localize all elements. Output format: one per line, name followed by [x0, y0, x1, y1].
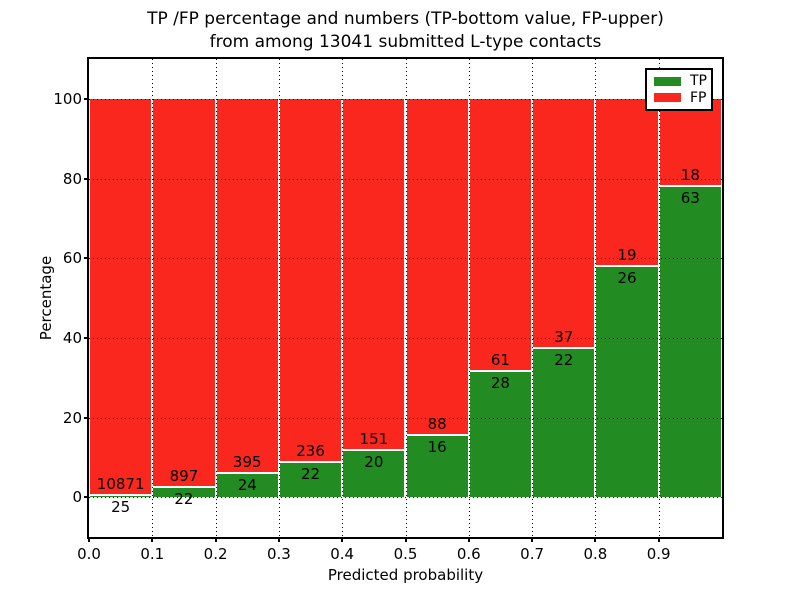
- x-tick-mark: [657, 537, 660, 542]
- tp-count-label: 63: [680, 189, 700, 208]
- bar-segment-tp: [90, 496, 152, 498]
- x-tick-label: 0.5: [393, 545, 418, 563]
- x-tick-mark: [404, 537, 407, 542]
- y-tick-label: 0: [72, 488, 82, 507]
- bar-segment-tp: [406, 435, 468, 498]
- x-tick-label: 0.9: [646, 545, 671, 563]
- y-tick-mark: [84, 336, 89, 339]
- bar-segment-tp: [279, 463, 342, 498]
- y-tick-label: 60: [62, 249, 82, 268]
- legend: TP FP: [645, 68, 713, 111]
- tp-count-label: 28: [490, 373, 510, 392]
- gridline-vertical: [532, 59, 534, 537]
- x-tick-label: 0.6: [456, 545, 481, 563]
- y-tick-label: 100: [53, 89, 82, 108]
- bar-segment-fp: [406, 98, 468, 436]
- x-tick-mark: [467, 537, 470, 542]
- tp-color-swatch: [654, 76, 681, 86]
- gridline-vertical: [342, 59, 344, 537]
- x-tick-mark: [151, 537, 154, 542]
- x-tick-label: 0.0: [77, 545, 101, 563]
- gridline-vertical: [152, 59, 154, 537]
- bar-segment-fp: [153, 98, 215, 488]
- y-tick-label: 20: [62, 408, 82, 427]
- bar-segment-fp: [469, 98, 532, 372]
- bar-segment-tp: [216, 474, 278, 498]
- gridline-vertical: [405, 59, 407, 537]
- fp-count-label: 37: [554, 327, 574, 346]
- bar-segment-tp: [343, 450, 405, 498]
- gridline-vertical: [468, 59, 470, 537]
- bar-segment-fp: [596, 98, 658, 267]
- tp-count-label: 24: [237, 476, 257, 495]
- bar-segment-tp: [596, 267, 658, 498]
- legend-label-tp: TP: [690, 73, 707, 90]
- fp-count-label: 19: [617, 246, 637, 264]
- fp-count-label: 18: [680, 166, 700, 185]
- gridline-vertical: [278, 59, 280, 537]
- tp-count-label: 22: [174, 489, 194, 508]
- tp-count-label: 22: [301, 465, 321, 484]
- bar-segment-tp: [533, 348, 595, 498]
- fp-count-label: 61: [490, 350, 510, 369]
- chart-title-line1: TP /FP percentage and numbers (TP-bottom…: [147, 9, 664, 29]
- fp-count-label: 88: [427, 414, 447, 433]
- y-axis-label: Percentage: [37, 255, 55, 341]
- x-tick-label: 0.7: [520, 545, 545, 563]
- fp-count-label: 151: [359, 429, 389, 448]
- x-tick-label: 0.8: [583, 545, 608, 563]
- y-tick-mark: [84, 97, 89, 100]
- y-tick-mark: [84, 496, 89, 499]
- legend-label-fp: FP: [690, 89, 707, 106]
- fp-count-label: 10871: [96, 475, 145, 494]
- x-tick-label: 0.4: [330, 545, 355, 563]
- chart-title-line2: from among 13041 submitted L-type contac…: [209, 32, 602, 52]
- tp-count-label: 16: [427, 437, 447, 456]
- x-tick-mark: [594, 537, 597, 542]
- fp-count-label: 395: [232, 453, 262, 472]
- bar-segment-tp: [153, 487, 215, 498]
- plot-area: 10871 25 897 22 395 24 236 22 151 20 88 16 61 28 37 22 1…: [87, 57, 724, 539]
- y-tick-mark: [84, 257, 89, 260]
- x-tick-label: 0.3: [266, 545, 291, 563]
- tp-count-label: 25: [111, 498, 131, 517]
- gridline-vertical: [595, 59, 597, 537]
- gridline-vertical: [658, 59, 660, 537]
- x-tick-mark: [214, 537, 217, 542]
- fp-count-label: 236: [296, 442, 325, 461]
- x-axis-label: Predicted probability: [327, 566, 484, 584]
- tp-count-label: 22: [554, 350, 574, 369]
- y-tick-label: 80: [62, 169, 82, 188]
- bar-segment-tp: [469, 371, 532, 498]
- y-tick-mark: [84, 177, 89, 180]
- bar-segment-fp: [90, 98, 152, 497]
- bar-segment-fp: [343, 98, 405, 451]
- y-tick-label: 40: [62, 328, 82, 347]
- x-tick-mark: [341, 537, 344, 542]
- tp-count-label: 26: [617, 269, 637, 287]
- bar-segment-fp: [533, 98, 595, 349]
- bar-segment-fp: [659, 98, 721, 188]
- x-tick-label: 0.2: [203, 545, 228, 563]
- bar-segment-fp: [216, 98, 278, 475]
- y-tick-mark: [84, 416, 89, 419]
- bar-segment-tp: [659, 187, 721, 498]
- legend-item-fp: FP: [654, 89, 707, 106]
- x-tick-mark: [531, 537, 534, 542]
- bar-segment-fp: [279, 98, 342, 464]
- chart-title: TP /FP percentage and numbers (TP-bottom…: [89, 8, 722, 54]
- gridline-vertical: [215, 59, 217, 537]
- legend-item-tp: TP: [654, 73, 707, 90]
- x-tick-mark: [88, 537, 90, 542]
- x-tick-label: 0.1: [140, 545, 165, 563]
- x-tick-mark: [277, 537, 280, 542]
- fp-color-swatch: [654, 93, 681, 103]
- tp-count-label: 20: [364, 452, 384, 471]
- fp-count-label: 897: [169, 466, 199, 485]
